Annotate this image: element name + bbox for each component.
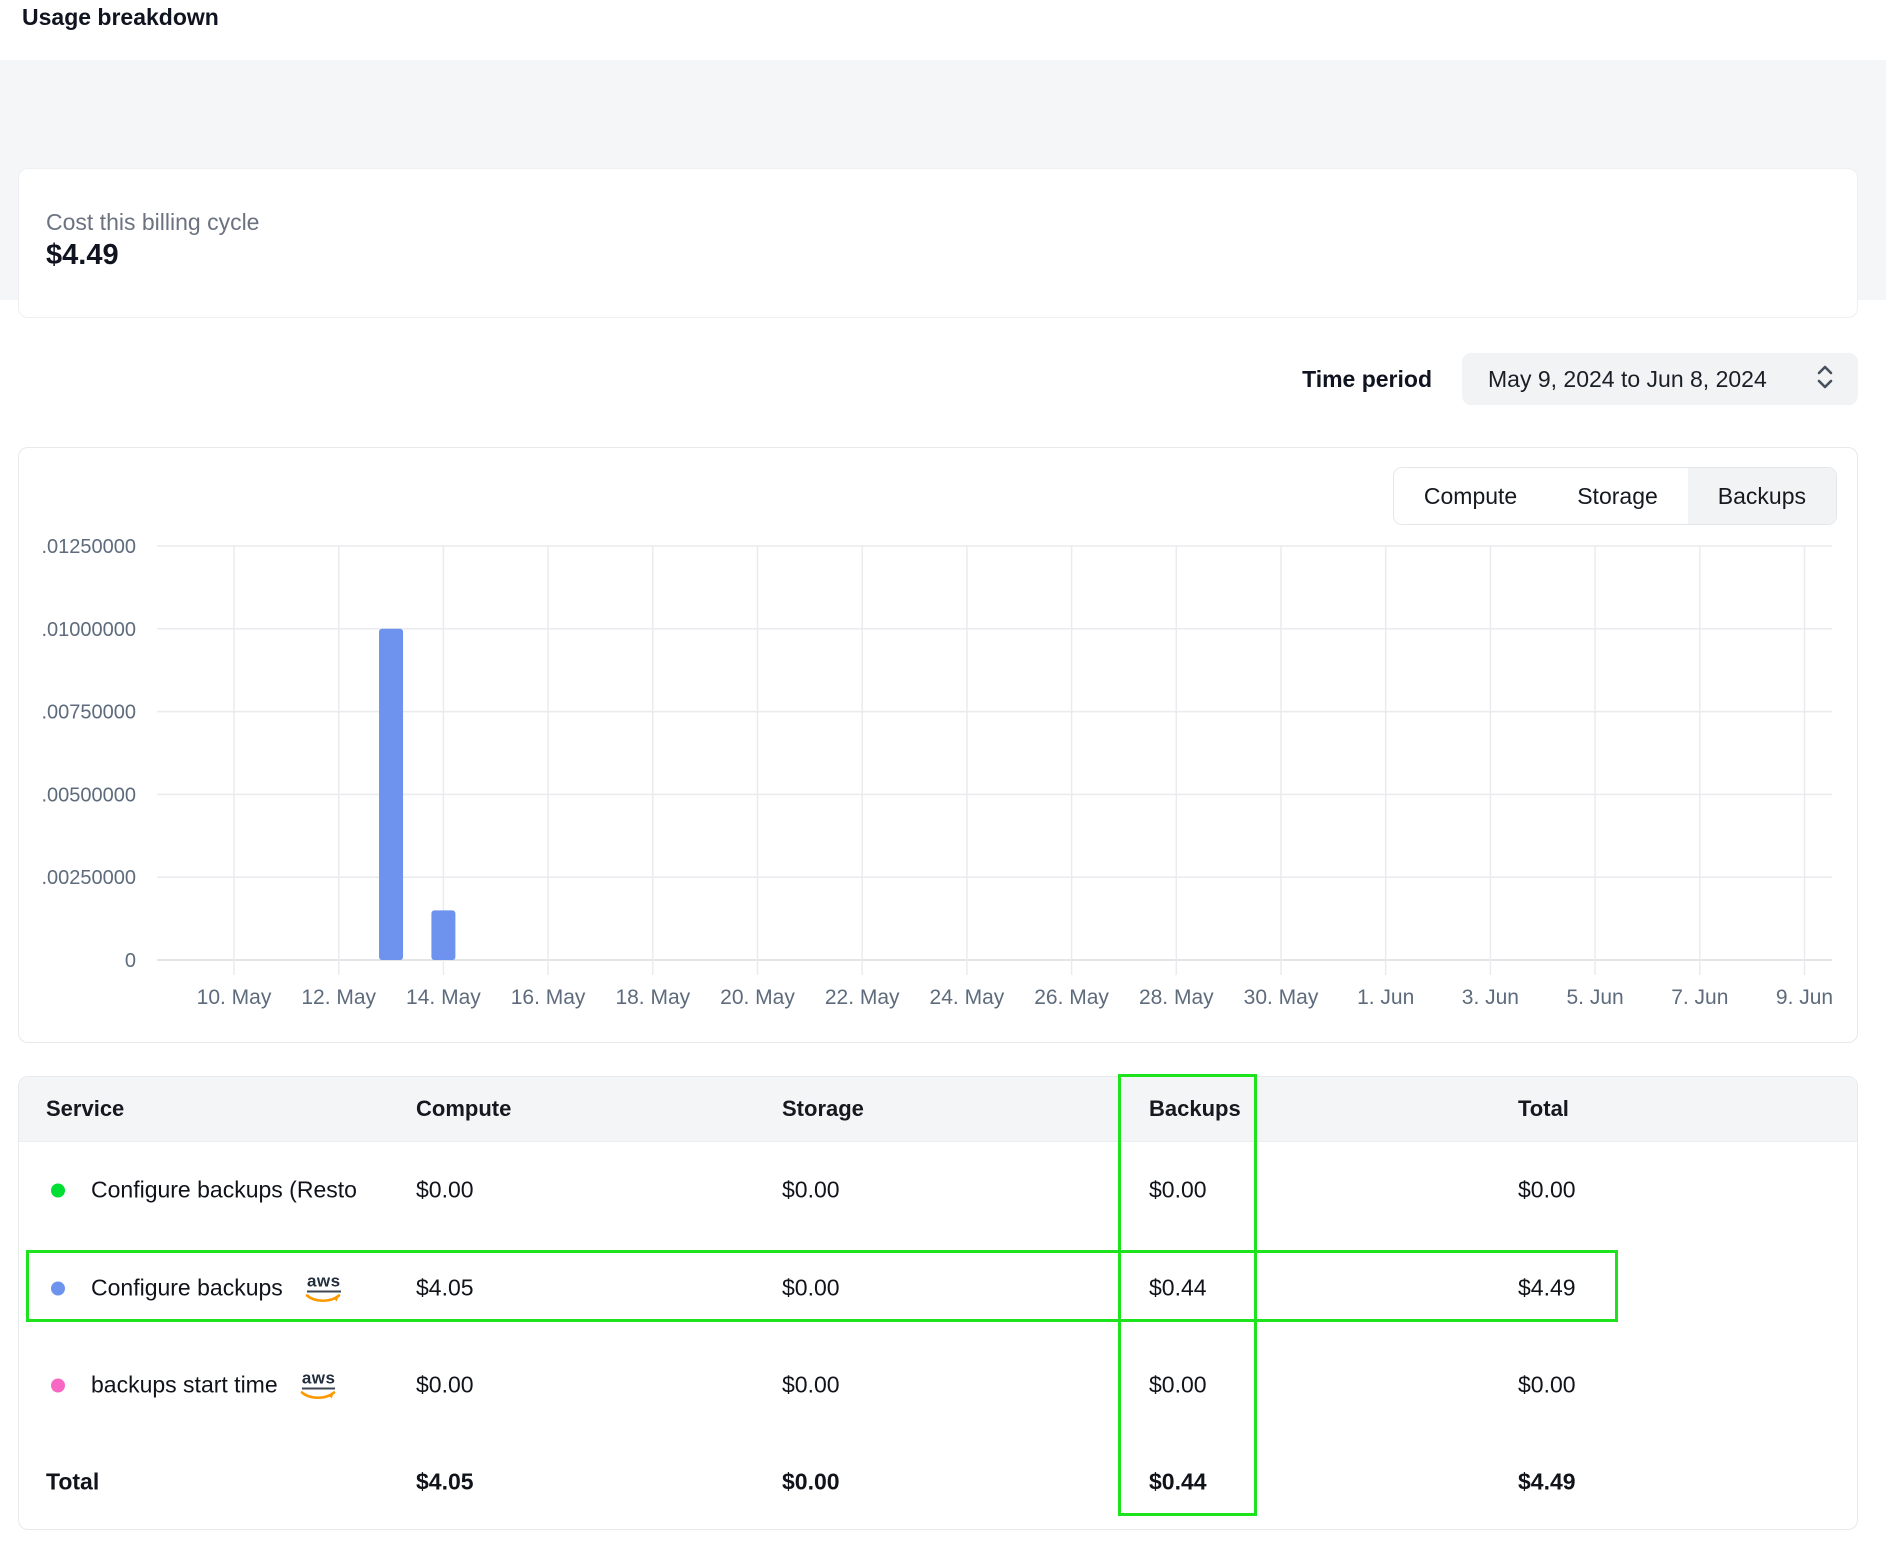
tab-compute[interactable]: Compute — [1394, 468, 1547, 524]
total-cost: $0.00 — [1518, 1177, 1576, 1204]
service-name: Configure backups (Resto — [91, 1177, 357, 1204]
svg-text:26. May: 26. May — [1034, 986, 1109, 1009]
svg-text:.00500000: .00500000 — [41, 784, 136, 806]
updown-chevron-icon — [1814, 364, 1836, 395]
usage-table: Service Compute Storage Backups Total Co… — [18, 1076, 1858, 1530]
backups-cost: $0.00 — [1149, 1177, 1207, 1204]
svg-text:5. Jun: 5. Jun — [1566, 986, 1623, 1009]
col-header-compute: Compute — [416, 1077, 511, 1141]
page-title: Usage breakdown — [22, 4, 219, 31]
storage-cost: $0.00 — [782, 1372, 840, 1399]
backups-cost: $0.44 — [1149, 1275, 1207, 1302]
col-header-service: Service — [46, 1077, 124, 1141]
svg-text:22. May: 22. May — [825, 986, 900, 1009]
cost-card-label: Cost this billing cycle — [46, 209, 259, 236]
col-header-storage: Storage — [782, 1077, 864, 1141]
storage-cost: $0.00 — [782, 1275, 840, 1302]
aws-logo-icon: aws — [300, 1370, 338, 1401]
svg-text:.01250000: .01250000 — [41, 536, 136, 558]
total-cost: $4.49 — [1518, 1275, 1576, 1302]
svg-text:.00750000: .00750000 — [41, 702, 136, 724]
total-row-label: Total — [46, 1469, 99, 1496]
aws-logo-icon: aws — [305, 1273, 343, 1304]
total-total-cost: $4.49 — [1518, 1469, 1576, 1496]
svg-text:14. May: 14. May — [406, 986, 481, 1009]
svg-text:0: 0 — [125, 950, 136, 972]
svg-text:.01000000: .01000000 — [41, 619, 136, 641]
total-storage-cost: $0.00 — [782, 1469, 840, 1496]
svg-text:.00250000: .00250000 — [41, 867, 136, 889]
compute-cost: $4.05 — [416, 1275, 474, 1302]
svg-text:28. May: 28. May — [1139, 986, 1214, 1009]
svg-text:3. Jun: 3. Jun — [1462, 986, 1519, 1009]
usage-chart-card: .01250000 .01000000 .00750000 .00500000 .002… — [18, 447, 1858, 1043]
svg-text:10. May: 10. May — [197, 986, 272, 1009]
total-backups-cost: $0.44 — [1149, 1469, 1207, 1496]
cost-card: Cost this billing cycle $4.49 — [18, 168, 1858, 318]
usage-bar-chart: .01250000 .01000000 .00750000 .00500000 .002… — [19, 448, 1859, 1044]
backups-cost: $0.00 — [1149, 1372, 1207, 1399]
svg-text:24. May: 24. May — [930, 986, 1005, 1009]
compute-cost: $0.00 — [416, 1177, 474, 1204]
cost-card-amount: $4.49 — [46, 239, 119, 272]
series-dot — [51, 1281, 65, 1295]
svg-text:30. May: 30. May — [1244, 986, 1319, 1009]
storage-cost: $0.00 — [782, 1177, 840, 1204]
col-header-backups: Backups — [1149, 1077, 1241, 1141]
total-compute-cost: $4.05 — [416, 1469, 474, 1496]
svg-text:16. May: 16. May — [511, 986, 586, 1009]
time-period-value: May 9, 2024 to Jun 8, 2024 — [1488, 366, 1767, 393]
svg-text:20. May: 20. May — [720, 986, 795, 1009]
billing-summary-band: Cost this billing cycle $4.49 — [0, 60, 1886, 300]
table-row[interactable]: Configure backups (Resto $0.00 $0.00 $0.… — [19, 1141, 1857, 1239]
col-header-total: Total — [1518, 1077, 1569, 1141]
svg-text:1. Jun: 1. Jun — [1357, 986, 1414, 1009]
tab-backups[interactable]: Backups — [1688, 468, 1836, 524]
tab-storage[interactable]: Storage — [1547, 468, 1688, 524]
table-row[interactable]: Configure backups aws $4.05 $0.00 $0.44 … — [19, 1239, 1857, 1337]
time-period-label: Time period — [1232, 366, 1432, 393]
svg-text:9. Jun: 9. Jun — [1776, 986, 1833, 1009]
table-row[interactable]: backups start time aws $0.00 $0.00 $0.00… — [19, 1337, 1857, 1433]
table-total-row: Total $4.05 $0.00 $0.44 $4.49 — [19, 1433, 1857, 1530]
series-dot — [51, 1378, 65, 1392]
total-cost: $0.00 — [1518, 1372, 1576, 1399]
svg-text:7. Jun: 7. Jun — [1671, 986, 1728, 1009]
svg-text:18. May: 18. May — [615, 986, 690, 1009]
service-name: backups start time — [91, 1372, 278, 1399]
time-period-select[interactable]: May 9, 2024 to Jun 8, 2024 — [1462, 353, 1858, 405]
usage-breakdown-page: Usage breakdown Cost this billing cycle … — [0, 0, 1886, 1548]
svg-text:12. May: 12. May — [301, 986, 376, 1009]
series-dot — [51, 1183, 65, 1197]
service-name: Configure backups — [91, 1275, 283, 1302]
compute-cost: $0.00 — [416, 1372, 474, 1399]
table-header-row: Service Compute Storage Backups Total — [19, 1077, 1857, 1142]
chart-series-tabs: Compute Storage Backups — [1393, 467, 1837, 525]
